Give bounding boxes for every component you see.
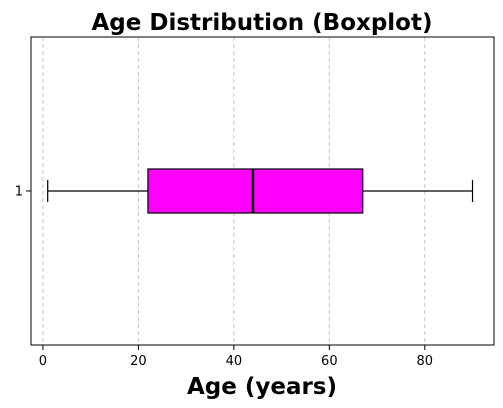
x-tick-label: 20 [130, 354, 147, 369]
x-axis-label: Age (years) [187, 374, 337, 400]
x-tick-label: 80 [417, 354, 434, 369]
y-axis-ticks: 1 [15, 185, 31, 200]
x-tick-label: 0 [39, 354, 47, 369]
y-tick-label: 1 [15, 185, 23, 200]
x-tick-label: 60 [321, 354, 338, 369]
iqr-box [148, 169, 363, 213]
chart-title: Age Distribution (Boxplot) [92, 10, 433, 36]
x-tick-label: 40 [226, 354, 243, 369]
x-axis-ticks: 0 20 40 60 80 [39, 345, 433, 369]
box-series [48, 169, 473, 213]
